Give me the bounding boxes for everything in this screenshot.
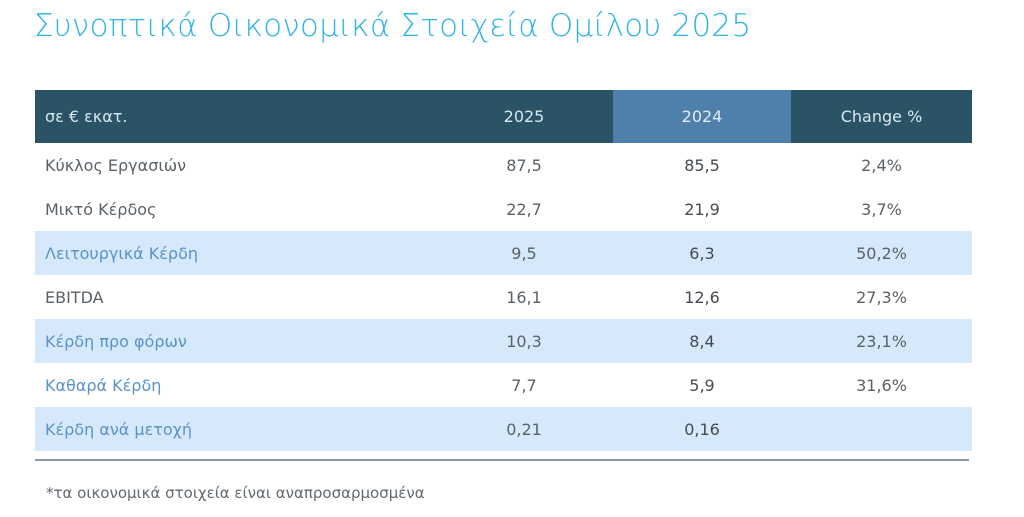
cell-2024: 6,3 [689,243,715,263]
row-label: EBITDA [45,287,104,307]
row-label: Καθαρά Κέρδη [45,375,162,395]
row-label: Μικτό Κέρδος [45,199,157,219]
header-2025: 2025 [503,107,545,126]
cell-2024: 0,16 [684,419,720,439]
table-row: Κύκλος Εργασιών 87,5 85,5 2,4% [35,143,972,187]
cell-change: 50,2% [856,243,907,263]
financial-summary-table: σε € εκατ. 2025 2024 Change % Κύκλος Εργ… [35,90,972,451]
cell-2025: 7,7 [511,375,537,395]
table-row: Καθαρά Κέρδη 7,7 5,9 31,6% [35,363,972,407]
cell-2024: 8,4 [689,331,715,351]
cell-2025: 10,3 [506,331,542,351]
cell-2025: 16,1 [506,287,542,307]
cell-change: 3,7% [861,199,902,219]
table-header-row: σε € εκατ. 2025 2024 Change % [35,90,972,143]
cell-2025: 22,7 [506,199,542,219]
row-label: Λειτουργικά Κέρδη [45,243,199,263]
table-row: Λειτουργικά Κέρδη 9,5 6,3 50,2% [35,231,972,275]
cell-change [791,407,972,451]
header-unit: σε € εκατ. [45,107,128,126]
cell-2024: 12,6 [684,287,720,307]
cell-2024: 5,9 [689,375,715,395]
cell-change: 23,1% [856,331,907,351]
cell-change: 27,3% [856,287,907,307]
row-label: Κέρδη προ φόρων [45,331,187,351]
cell-2025: 0,21 [506,419,542,439]
table-row: Κέρδη προ φόρων 10,3 8,4 23,1% [35,319,972,363]
page-title: Συνοπτικά Οικονομικά Στοιχεία Ομίλου 202… [34,8,752,44]
footnote: *τα οικονομικά στοιχεία είναι αναπροσαρμ… [46,484,425,502]
row-label: Κέρδη ανά μετοχή [45,419,193,439]
table-row: Κέρδη ανά μετοχή 0,21 0,16 [35,407,972,451]
cell-2025: 87,5 [506,155,542,175]
header-change: Change % [840,107,923,126]
cell-2024: 85,5 [684,155,720,175]
cell-2024: 21,9 [684,199,720,219]
table-row: EBITDA 16,1 12,6 27,3% [35,275,972,319]
cell-2025: 9,5 [511,243,537,263]
cell-change: 31,6% [856,375,907,395]
table-row: Μικτό Κέρδος 22,7 21,9 3,7% [35,187,972,231]
cell-change: 2,4% [861,155,902,175]
header-2024: 2024 [613,90,791,143]
table-bottom-divider [35,459,969,461]
row-label: Κύκλος Εργασιών [45,155,187,175]
